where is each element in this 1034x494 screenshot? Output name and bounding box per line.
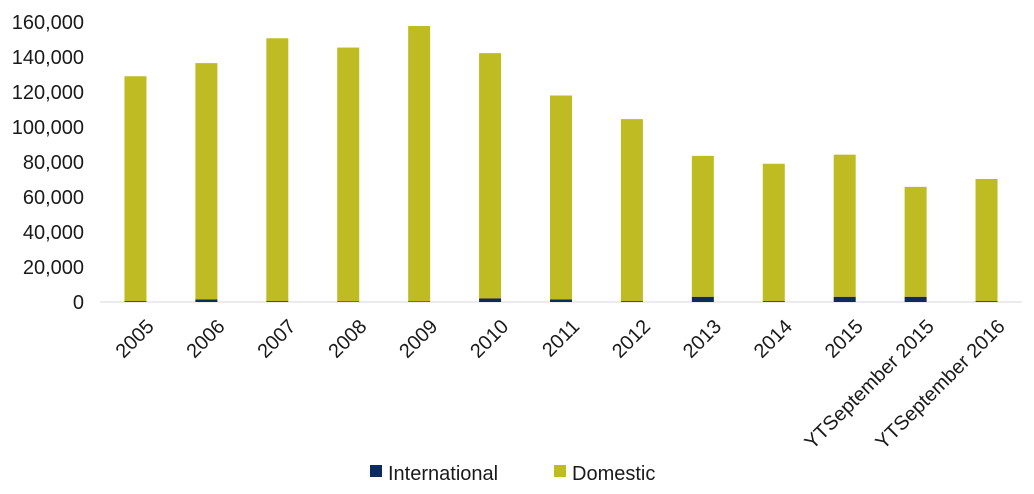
legend-label-domestic: Domestic — [572, 463, 655, 485]
y-tick-label: 120,000 — [12, 82, 84, 104]
y-tick-label: 40,000 — [23, 222, 84, 244]
bar-international-2011 — [550, 299, 572, 302]
legend: International Domestic — [370, 463, 655, 485]
legend-swatch-international — [370, 465, 382, 477]
x-tick-label: 2011 — [538, 316, 584, 362]
y-tick-label: 160,000 — [12, 12, 84, 34]
x-tick-label: YTSeptember 2016 — [871, 316, 1009, 454]
bar-international-2006 — [195, 299, 218, 302]
bar-domestic-2005 — [124, 76, 147, 302]
bar-international-2010 — [479, 298, 502, 302]
y-axis: 0 20,000 40,000 60,000 80,000 100,000 120,000 1… — [12, 12, 1022, 314]
bar-domestic-2006 — [195, 63, 218, 300]
x-tick-label: 2005 — [112, 316, 159, 363]
x-tick-label: 2015 — [821, 316, 868, 363]
bar-domestic-2015 — [833, 154, 856, 297]
bar-international-2014 — [762, 301, 785, 302]
bar-domestic-ytseptember-2015 — [904, 186, 927, 297]
bar-domestic-ytseptember-2016 — [975, 178, 998, 302]
bar-domestic-2010 — [479, 53, 502, 299]
x-tick-label: YTSeptember 2015 — [801, 316, 939, 454]
legend-label-international: International — [388, 463, 498, 485]
y-tick-label: 100,000 — [12, 117, 84, 139]
y-tick-label: 20,000 — [23, 257, 84, 279]
bar-domestic-2011 — [550, 95, 572, 300]
bar-domestic-2007 — [266, 38, 289, 302]
y-tick-label: 60,000 — [23, 187, 84, 209]
x-tick-label: 2010 — [466, 316, 513, 363]
x-tick-label: 2008 — [324, 316, 371, 363]
bar-international-2012 — [620, 301, 643, 302]
x-tick-label: 2014 — [750, 316, 797, 363]
bar-international-2009 — [408, 301, 431, 302]
x-tick-label: 2012 — [608, 316, 655, 363]
bar-international-2008 — [337, 301, 360, 302]
bar-international-2005 — [124, 301, 147, 302]
bar-domestic-2008 — [337, 47, 360, 302]
x-tick-label: 2007 — [253, 316, 300, 363]
bar-domestic-2012 — [620, 119, 643, 302]
bar-domestic-2013 — [691, 155, 714, 297]
legend-swatch-domestic — [554, 465, 566, 477]
x-axis: 2005 2006 2007 2008 2009 2010 2011 2012 2013 2014… — [112, 316, 1010, 454]
bar-international-ytseptember-2016 — [975, 301, 998, 302]
bar-domestic-2009 — [408, 26, 431, 302]
y-tick-label: 80,000 — [23, 152, 84, 174]
x-tick-label: 2009 — [395, 316, 442, 363]
bar-international-ytseptember-2015 — [904, 296, 927, 302]
bar-international-2015 — [833, 296, 856, 302]
bars-group — [124, 26, 998, 302]
y-tick-label: 0 — [73, 292, 84, 314]
bar-international-2013 — [691, 296, 714, 302]
x-tick-label: 2006 — [183, 316, 230, 363]
bar-domestic-2014 — [762, 163, 785, 302]
bar-international-2007 — [266, 301, 289, 302]
y-tick-label: 140,000 — [12, 47, 84, 69]
x-tick-label: 2013 — [679, 316, 726, 363]
